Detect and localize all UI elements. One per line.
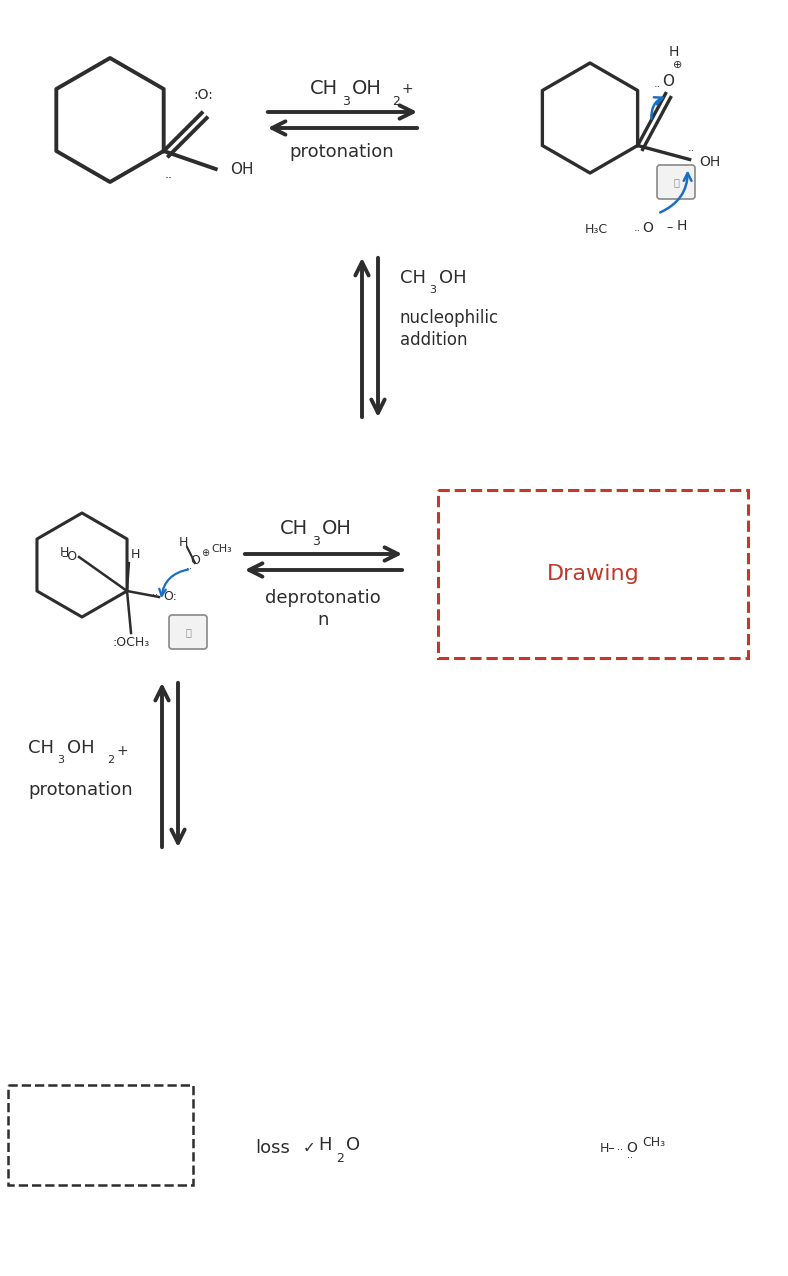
- Text: OH: OH: [229, 162, 253, 176]
- Text: addition: addition: [400, 330, 467, 350]
- Text: 3: 3: [312, 535, 320, 547]
- Text: –: –: [667, 221, 673, 234]
- Text: n: n: [318, 611, 329, 629]
- Text: 3: 3: [57, 755, 64, 766]
- Text: ··: ··: [688, 147, 695, 157]
- Text: protonation: protonation: [290, 143, 394, 161]
- Text: CH₃: CH₃: [211, 544, 232, 554]
- Text: Drawing: Drawing: [547, 564, 639, 584]
- Text: ··: ··: [634, 227, 641, 236]
- Text: 3: 3: [429, 285, 436, 295]
- Text: 🔍: 🔍: [673, 177, 679, 188]
- Text: ··: ··: [627, 1154, 633, 1162]
- Text: O: O: [346, 1136, 360, 1154]
- Text: ✓: ✓: [303, 1141, 316, 1156]
- Text: ··: ··: [617, 1145, 623, 1155]
- Text: :O:: :O:: [194, 88, 214, 102]
- Text: loss: loss: [255, 1139, 290, 1157]
- Text: O: O: [626, 1141, 637, 1155]
- Bar: [8, 1085, 193, 1185]
- Text: OH: OH: [352, 79, 382, 97]
- Text: OH: OH: [700, 154, 721, 168]
- FancyBboxPatch shape: [657, 165, 695, 199]
- Text: O: O: [642, 221, 653, 235]
- Text: O: O: [190, 555, 200, 568]
- Text: :OCH₃: :OCH₃: [113, 637, 150, 649]
- Text: H: H: [318, 1136, 332, 1154]
- Text: O:: O:: [163, 591, 177, 604]
- Text: 2: 2: [336, 1152, 344, 1165]
- Text: +: +: [117, 744, 128, 758]
- Text: H: H: [60, 546, 69, 559]
- Text: OH: OH: [322, 518, 352, 537]
- Text: O: O: [662, 74, 674, 89]
- Text: CH₃: CH₃: [642, 1136, 665, 1148]
- FancyBboxPatch shape: [169, 615, 207, 649]
- Text: nucleophilic: nucleophilic: [400, 309, 499, 327]
- Text: ⊕: ⊕: [673, 60, 682, 70]
- Text: H₃C: H₃C: [585, 223, 608, 236]
- Text: CH: CH: [310, 79, 338, 97]
- Text: ··: ··: [165, 172, 173, 185]
- Text: ··: ··: [186, 564, 192, 574]
- Text: ⊕: ⊕: [201, 547, 209, 558]
- Text: –O: –O: [61, 550, 77, 564]
- Text: ··: ··: [152, 590, 158, 600]
- Text: 2: 2: [107, 755, 114, 766]
- Text: H: H: [178, 536, 188, 550]
- Text: OH: OH: [67, 739, 95, 757]
- Text: H–: H–: [600, 1142, 615, 1155]
- Text: deprotonatio: deprotonatio: [265, 590, 381, 607]
- Text: H: H: [130, 549, 139, 561]
- Text: 3: 3: [342, 94, 350, 108]
- Text: CH: CH: [400, 269, 426, 287]
- Text: 2: 2: [392, 94, 400, 108]
- Text: OH: OH: [439, 269, 466, 287]
- Text: ··: ··: [654, 83, 661, 92]
- Text: +: +: [402, 82, 414, 96]
- Text: CH: CH: [28, 739, 54, 757]
- Text: H: H: [668, 45, 678, 59]
- Text: protonation: protonation: [28, 781, 132, 799]
- Text: H: H: [676, 218, 687, 232]
- Text: 🔍: 🔍: [185, 627, 191, 637]
- Bar: [438, 490, 748, 658]
- Text: CH: CH: [280, 518, 308, 537]
